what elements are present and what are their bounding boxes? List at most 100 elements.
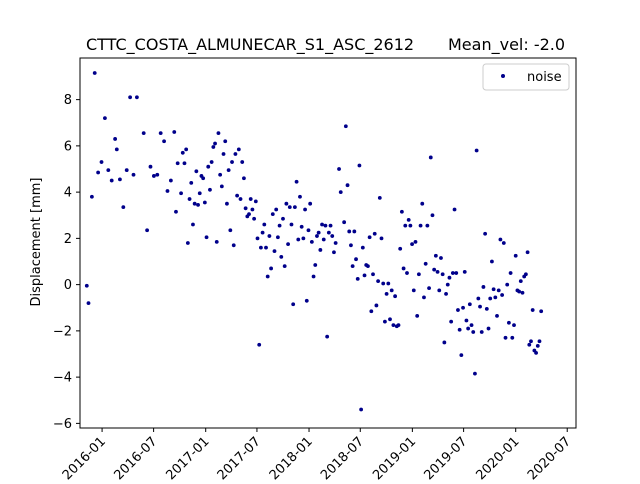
data-point	[311, 274, 316, 279]
data-point	[445, 282, 450, 287]
data-point	[204, 235, 209, 240]
data-point	[315, 234, 319, 238]
data-point	[454, 271, 459, 275]
data-point	[141, 131, 146, 136]
data-point	[410, 242, 414, 247]
data-point	[527, 342, 532, 347]
data-point	[456, 308, 460, 312]
data-point	[103, 116, 107, 121]
data-point	[284, 201, 289, 206]
data-point	[391, 323, 396, 327]
data-point	[518, 279, 523, 284]
data-point	[427, 286, 431, 290]
y-axis: −6 −4 −2 0 2 4 6 8	[53, 93, 80, 432]
data-point	[124, 168, 129, 173]
data-point	[84, 283, 89, 288]
data-point	[374, 303, 379, 308]
data-point	[349, 243, 353, 248]
y-axis-label: Displacement [mm]	[29, 178, 44, 307]
data-point	[269, 266, 273, 271]
chart-title: CTTC_COSTA_ALMUNECAR_S1_ASC_2612	[86, 35, 414, 55]
data-point	[366, 264, 370, 269]
data-point	[155, 172, 160, 177]
data-point	[371, 272, 375, 277]
data-point	[223, 139, 228, 144]
y-tick-label: −2	[53, 324, 72, 339]
data-point	[299, 224, 304, 229]
data-point	[396, 323, 401, 327]
data-point	[325, 334, 330, 339]
data-point	[233, 152, 238, 156]
data-point	[281, 216, 285, 221]
data-point	[265, 274, 270, 279]
data-point	[452, 207, 457, 212]
data-point	[214, 239, 219, 244]
data-point	[411, 288, 416, 293]
data-point	[151, 174, 156, 178]
data-point	[238, 197, 243, 201]
data-point	[321, 237, 326, 242]
data-point	[235, 193, 240, 198]
data-point	[275, 235, 280, 240]
data-point	[304, 298, 309, 303]
data-point	[216, 131, 221, 136]
data-point	[398, 246, 403, 251]
data-point	[389, 288, 394, 293]
data-point	[449, 319, 454, 324]
data-point	[439, 256, 443, 260]
data-point	[500, 293, 505, 297]
data-point	[437, 288, 442, 293]
plot-area-frame	[79, 57, 577, 429]
data-point	[174, 209, 178, 214]
data-point	[399, 209, 404, 214]
data-point	[308, 201, 313, 206]
data-point	[264, 245, 268, 250]
data-point	[405, 271, 409, 275]
data-point	[383, 319, 387, 324]
data-point	[286, 242, 290, 247]
data-point	[272, 249, 277, 253]
data-point	[379, 236, 384, 241]
data-point	[99, 160, 104, 164]
data-point	[479, 330, 484, 334]
data-point	[386, 281, 391, 286]
legend-marker	[501, 74, 505, 78]
data-point	[517, 289, 521, 294]
legend: noise	[482, 63, 570, 91]
data-point	[228, 228, 233, 233]
data-point	[432, 267, 437, 272]
data-point	[206, 164, 211, 169]
data-point	[109, 178, 114, 183]
data-point	[367, 235, 372, 240]
data-point	[347, 229, 352, 234]
data-point	[243, 206, 248, 211]
data-points	[84, 71, 544, 412]
data-point	[236, 147, 241, 152]
data-point	[450, 271, 455, 275]
data-point	[316, 230, 321, 235]
data-point	[401, 266, 406, 271]
data-point	[428, 155, 433, 160]
data-point	[113, 137, 118, 141]
data-point	[467, 302, 472, 307]
data-point	[440, 272, 445, 277]
data-point	[377, 196, 382, 200]
data-point	[240, 160, 245, 164]
data-point	[355, 276, 360, 281]
data-point	[481, 285, 486, 289]
chart-title-mean-velocity: Mean_vel: -2.0	[448, 35, 565, 55]
data-point	[381, 281, 386, 286]
data-point	[352, 229, 357, 234]
data-point	[510, 335, 515, 340]
data-point	[226, 168, 231, 173]
data-point	[495, 313, 499, 318]
data-point	[279, 254, 284, 259]
data-point	[248, 197, 253, 201]
data-point	[342, 220, 347, 225]
data-point	[292, 205, 297, 210]
data-point	[294, 179, 299, 184]
data-point	[257, 342, 262, 347]
data-point	[469, 323, 474, 327]
